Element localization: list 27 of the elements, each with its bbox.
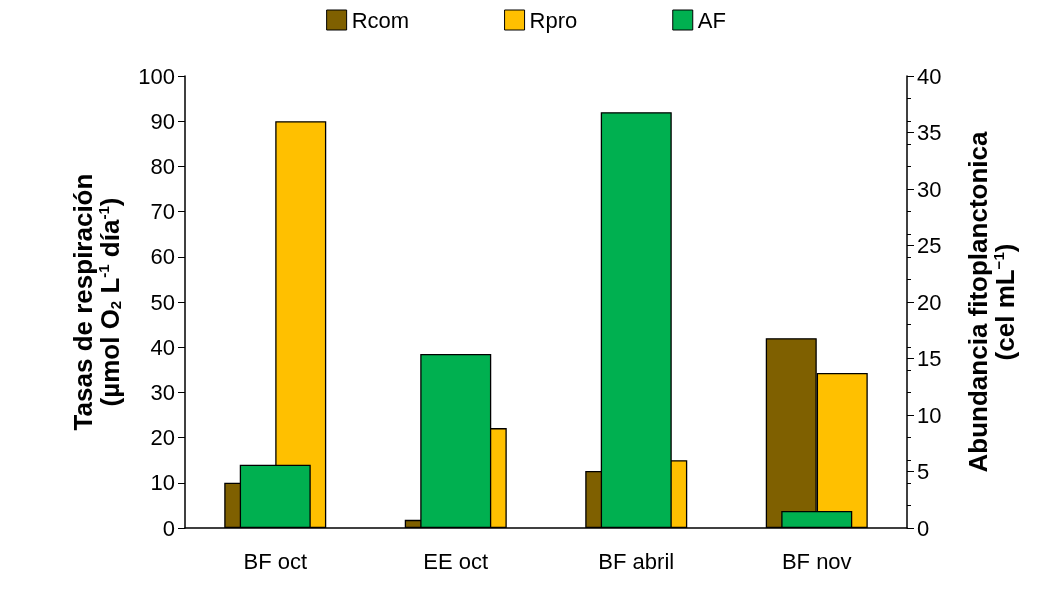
y2-tick-label: 40 [917,63,942,89]
legend-label: Rpro [529,7,578,33]
y2-tick-label: 20 [917,289,942,315]
y2-tick-label: 5 [917,459,930,484]
y-tick-label: 60 [150,244,175,270]
y-tick-label: 40 [150,334,175,360]
y-tick-label: 30 [150,379,175,405]
y-tick-label: 80 [150,153,175,179]
y-tick-label: 20 [150,425,175,451]
y-tick-label: 0 [162,515,175,541]
y2-tick-label: 15 [917,346,942,371]
legend-label: AF [697,7,726,33]
y-tick-label: 90 [150,108,175,134]
y-tick-label: 50 [150,289,175,315]
y-tick-label: 70 [150,199,175,225]
y2-tick-label: 25 [917,233,942,258]
legend-label: Rcom [351,7,410,33]
y2-tick-label: 30 [917,176,942,202]
y2-tick-label: 0 [917,515,930,541]
x-tick-label: BF nov [781,548,852,574]
x-tick-label: EE oct [423,548,489,574]
y-tick-label: 100 [138,63,175,89]
y2-tick-label: 35 [917,120,942,145]
y-tick-label: 10 [150,470,175,496]
x-tick-label: BF abril [598,548,675,574]
x-tick-label: BF oct [243,548,308,574]
y2-tick-label: 10 [917,402,942,428]
